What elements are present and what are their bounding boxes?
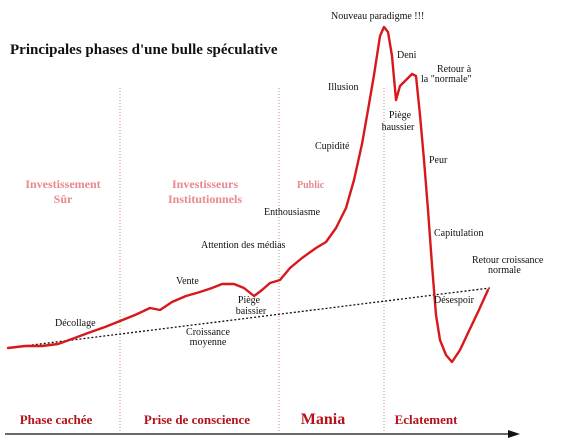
annotation-retour-normale-1: Retour à: [437, 64, 472, 75]
zone-label-investissement: Investissement: [25, 177, 100, 191]
annotation-peur: Peur: [429, 155, 448, 166]
annotation-illusion: Illusion: [328, 82, 359, 93]
annotation-piege-baissier-1: Piège: [238, 295, 261, 306]
annotation-attention-medias: Attention des médias: [201, 240, 286, 251]
annotation-croissance-2: moyenne: [190, 337, 227, 348]
average-growth-line: [7, 287, 491, 349]
annotation-retour-normale-2: la "normale": [421, 74, 472, 85]
annotation-croissance-1: Croissance: [186, 327, 230, 338]
zone-label-sur: Sûr: [54, 192, 73, 206]
phase-label-mania: Mania: [301, 411, 345, 428]
phase-label-cachee: Phase cachée: [20, 412, 93, 427]
annotation-nouveau-paradigme: Nouveau paradigme !!!: [331, 11, 424, 22]
annotation-retour-croissance-2: normale: [488, 265, 521, 276]
annotation-capitulation: Capitulation: [434, 228, 483, 239]
annotation-enthousiasme: Enthousiasme: [264, 207, 321, 218]
phase-label-eclatement: Eclatement: [395, 412, 458, 427]
annotation-vente: Vente: [176, 276, 199, 287]
annotation-decollage: Décollage: [55, 318, 96, 329]
annotation-piege-haussier-2: haussier: [382, 122, 415, 133]
time-axis-arrowhead: [508, 430, 520, 438]
diagram-title: Principales phases d'une bulle spéculati…: [10, 42, 278, 58]
bubble-curve: [6, 25, 490, 364]
zone-label-investisseurs: Investisseurs: [172, 177, 238, 191]
zone-label-institutionnels: Institutionnels: [168, 192, 242, 206]
annotation-piege-baissier-2: baissier: [236, 306, 267, 317]
annotation-deni: Deni: [397, 50, 417, 61]
annotation-piege-haussier-1: Piège: [389, 110, 412, 121]
annotation-cupidite: Cupidité: [315, 141, 350, 152]
zone-label-public: Public: [297, 180, 325, 191]
phase-label-prise-de-conscience: Prise de conscience: [144, 412, 250, 427]
annotation-retour-croissance-1: Retour croissance: [472, 255, 544, 266]
annotation-desespoir: Désespoir: [434, 295, 475, 306]
